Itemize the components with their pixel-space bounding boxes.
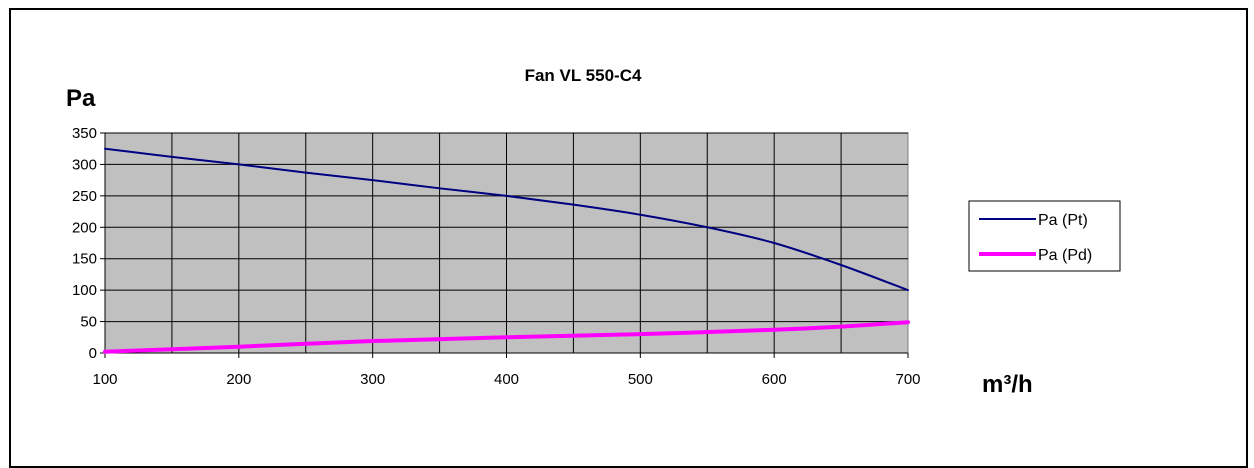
x-tick-label: 700 [895,371,920,388]
y-axis: 0 50 100 150 200 250 300 350 [72,125,106,362]
x-tick-label: 300 [360,371,385,388]
series-line-pt [104,147,909,292]
y-tick-label: 150 [72,251,97,268]
y-tick-label: 350 [72,125,97,142]
legend-box [968,200,1121,272]
x-tick-label: 200 [226,371,251,388]
x-tick-label: 100 [92,371,117,388]
series-group [103,147,910,354]
legend-label-pd: Pa (Pd) [1038,247,1092,264]
y-tick-label: 100 [72,282,97,299]
y-axis-label: Pa [66,85,96,112]
x-axis-label: m³/h [982,371,1033,398]
grid [105,132,908,353]
y-tick-label: 300 [72,156,97,173]
x-tick-label: 400 [494,371,519,388]
x-tick-label: 600 [762,371,787,388]
legend-label-pt: Pa (Pt) [1038,212,1088,229]
x-tick-label: 500 [628,371,653,388]
y-tick-label: 0 [89,345,97,362]
x-axis: 100 200 300 400 500 600 700 [92,352,921,388]
legend: Pa (Pt) Pa (Pd) [968,200,1121,272]
chart: Fan VL 550-C4 Pa m³/h 0 50 100 150 200 250 300… [66,66,1121,398]
chart-title: Fan VL 550-C4 [525,66,642,85]
y-tick-label: 200 [72,219,97,236]
y-tick-label: 50 [80,314,97,331]
y-tick-label: 250 [72,188,97,205]
series-line-pd [103,320,910,354]
